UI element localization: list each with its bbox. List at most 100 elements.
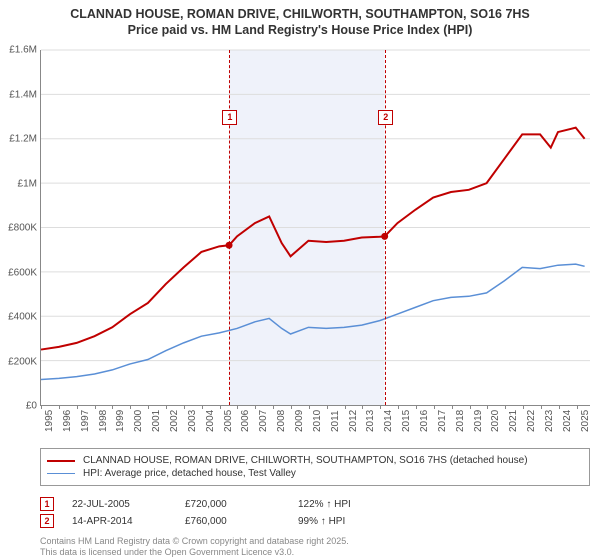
footer-line-1: Contains HM Land Registry data © Crown c… xyxy=(40,536,349,547)
sales-datapoints: 1 22-JUL-2005 £720,000 122% ↑ HPI 2 14-A… xyxy=(40,494,590,531)
xtick-label: 2017 xyxy=(437,410,448,432)
xtick-mark xyxy=(255,405,256,409)
xtick-label: 2007 xyxy=(258,410,269,432)
xtick-mark xyxy=(148,405,149,409)
xtick-label: 2025 xyxy=(580,410,591,432)
xtick-label: 2005 xyxy=(223,410,234,432)
xtick-mark xyxy=(577,405,578,409)
xtick-label: 2022 xyxy=(526,410,537,432)
ytick-label: £800K xyxy=(1,223,37,234)
legend: CLANNAD HOUSE, ROMAN DRIVE, CHILWORTH, S… xyxy=(40,448,590,486)
xtick-label: 2003 xyxy=(187,410,198,432)
xtick-mark xyxy=(434,405,435,409)
xtick-label: 2000 xyxy=(133,410,144,432)
legend-row-1: CLANNAD HOUSE, ROMAN DRIVE, CHILWORTH, S… xyxy=(47,455,583,466)
legend-label-hpi: HPI: Average price, detached house, Test… xyxy=(83,468,296,479)
xtick-mark xyxy=(112,405,113,409)
ytick-label: £1.2M xyxy=(1,134,37,145)
plot-svg xyxy=(41,50,590,405)
title-line-1: CLANNAD HOUSE, ROMAN DRIVE, CHILWORTH, S… xyxy=(10,6,590,22)
xtick-mark xyxy=(416,405,417,409)
chart-plot: £0£200K£400K£600K£800K£1M£1.2M£1.4M£1.6M… xyxy=(40,50,590,406)
xtick-label: 2020 xyxy=(490,410,501,432)
xtick-mark xyxy=(273,405,274,409)
chart-container: CLANNAD HOUSE, ROMAN DRIVE, CHILWORTH, S… xyxy=(0,0,600,560)
footer-line-2: This data is licensed under the Open Gov… xyxy=(40,547,349,558)
xtick-mark xyxy=(291,405,292,409)
sale-dashline xyxy=(385,50,386,405)
xtick-mark xyxy=(59,405,60,409)
xtick-mark xyxy=(452,405,453,409)
xtick-mark xyxy=(309,405,310,409)
xtick-mark xyxy=(380,405,381,409)
xtick-mark xyxy=(523,405,524,409)
xtick-mark xyxy=(184,405,185,409)
xtick-label: 2010 xyxy=(312,410,323,432)
legend-swatch-price xyxy=(47,460,75,462)
title-block: CLANNAD HOUSE, ROMAN DRIVE, CHILWORTH, S… xyxy=(0,0,600,41)
sale-marker-box-1: 1 xyxy=(40,497,54,511)
xtick-mark xyxy=(77,405,78,409)
ytick-label: £1.4M xyxy=(1,89,37,100)
sale-dashline xyxy=(229,50,230,405)
xtick-label: 2024 xyxy=(562,410,573,432)
xtick-mark xyxy=(559,405,560,409)
xtick-mark xyxy=(220,405,221,409)
xtick-mark xyxy=(202,405,203,409)
xtick-label: 2012 xyxy=(348,410,359,432)
xtick-label: 2013 xyxy=(365,410,376,432)
xtick-label: 1999 xyxy=(115,410,126,432)
sale-marker-box-2: 2 xyxy=(40,514,54,528)
ytick-label: £1.6M xyxy=(1,45,37,56)
ytick-label: £1M xyxy=(1,178,37,189)
ytick-label: £200K xyxy=(1,356,37,367)
sale-marker-on-chart: 2 xyxy=(378,110,393,125)
xtick-mark xyxy=(398,405,399,409)
sale-date-1: 22-JUL-2005 xyxy=(72,499,167,510)
xtick-mark xyxy=(95,405,96,409)
xtick-mark xyxy=(130,405,131,409)
xtick-label: 2015 xyxy=(401,410,412,432)
xtick-label: 2001 xyxy=(151,410,162,432)
xtick-mark xyxy=(327,405,328,409)
xtick-label: 1997 xyxy=(80,410,91,432)
ytick-label: £600K xyxy=(1,267,37,278)
xtick-mark xyxy=(505,405,506,409)
xtick-mark xyxy=(237,405,238,409)
xtick-mark xyxy=(470,405,471,409)
sale-marker-on-chart: 1 xyxy=(222,110,237,125)
xtick-label: 1995 xyxy=(44,410,55,432)
sale-row-2: 2 14-APR-2014 £760,000 99% ↑ HPI xyxy=(40,514,590,528)
xtick-label: 2002 xyxy=(169,410,180,432)
xtick-label: 2023 xyxy=(544,410,555,432)
xtick-mark xyxy=(487,405,488,409)
sale-delta-2: 99% ↑ HPI xyxy=(298,516,393,527)
sale-row-1: 1 22-JUL-2005 £720,000 122% ↑ HPI xyxy=(40,497,590,511)
xtick-label: 1996 xyxy=(62,410,73,432)
xtick-label: 2016 xyxy=(419,410,430,432)
legend-swatch-hpi xyxy=(47,473,75,474)
title-line-2: Price paid vs. HM Land Registry's House … xyxy=(10,22,590,38)
xtick-label: 2006 xyxy=(240,410,251,432)
xtick-mark xyxy=(541,405,542,409)
xtick-label: 2004 xyxy=(205,410,216,432)
xtick-mark xyxy=(362,405,363,409)
xtick-label: 2008 xyxy=(276,410,287,432)
legend-label-price: CLANNAD HOUSE, ROMAN DRIVE, CHILWORTH, S… xyxy=(83,455,528,466)
ytick-label: £400K xyxy=(1,312,37,323)
sale-delta-1: 122% ↑ HPI xyxy=(298,499,393,510)
xtick-label: 2018 xyxy=(455,410,466,432)
sale-date-2: 14-APR-2014 xyxy=(72,516,167,527)
xtick-label: 1998 xyxy=(98,410,109,432)
xtick-label: 2021 xyxy=(508,410,519,432)
legend-row-2: HPI: Average price, detached house, Test… xyxy=(47,468,583,479)
ytick-label: £0 xyxy=(1,401,37,412)
sale-price-2: £760,000 xyxy=(185,516,280,527)
xtick-label: 2019 xyxy=(473,410,484,432)
xtick-label: 2014 xyxy=(383,410,394,432)
xtick-label: 2011 xyxy=(330,410,341,432)
xtick-mark xyxy=(345,405,346,409)
footer: Contains HM Land Registry data © Crown c… xyxy=(40,536,349,558)
xtick-label: 2009 xyxy=(294,410,305,432)
sale-price-1: £720,000 xyxy=(185,499,280,510)
